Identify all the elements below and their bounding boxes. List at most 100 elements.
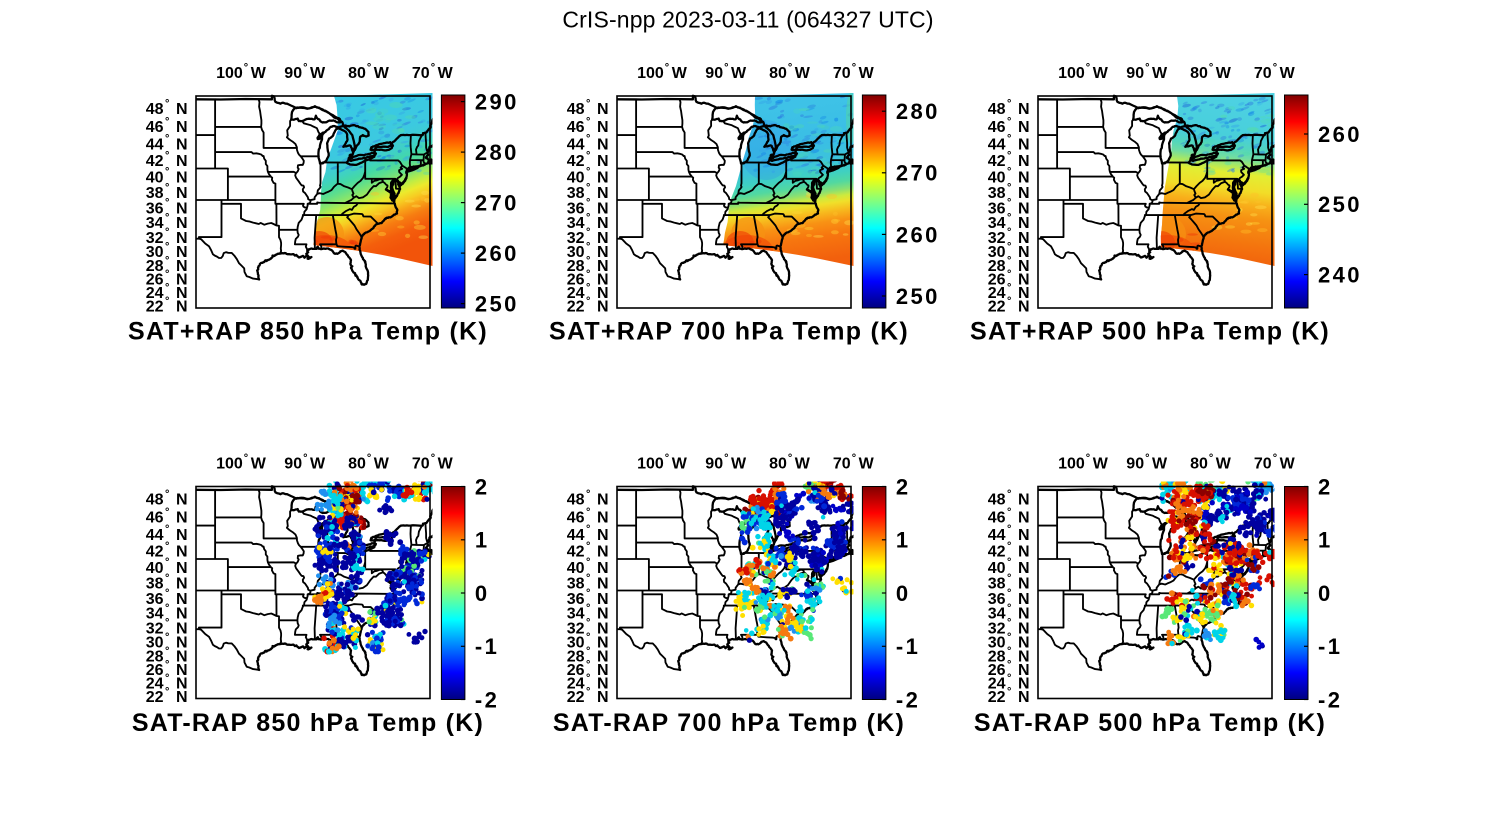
svg-text:°: ° xyxy=(165,133,169,145)
svg-text:W: W xyxy=(251,456,267,473)
svg-text:30: 30 xyxy=(988,244,1006,261)
svg-text:N: N xyxy=(1018,662,1030,679)
svg-text:26: 26 xyxy=(988,662,1006,679)
svg-text:100: 100 xyxy=(637,456,664,473)
svg-text:40: 40 xyxy=(567,169,585,186)
svg-text:°: ° xyxy=(586,269,590,281)
svg-text:-2: -2 xyxy=(896,687,920,712)
svg-text:80: 80 xyxy=(769,456,787,473)
svg-text:-1: -1 xyxy=(1318,634,1342,659)
svg-text:N: N xyxy=(176,244,188,261)
svg-text:N: N xyxy=(597,492,609,509)
svg-text:100: 100 xyxy=(1058,456,1085,473)
svg-text:40: 40 xyxy=(567,560,585,577)
svg-text:°: ° xyxy=(165,150,169,162)
svg-text:°: ° xyxy=(165,489,169,501)
svg-text:22: 22 xyxy=(988,299,1006,316)
svg-text:N: N xyxy=(597,510,609,527)
svg-text:°: ° xyxy=(303,62,307,74)
svg-text:°: ° xyxy=(165,588,169,600)
svg-text:°: ° xyxy=(1007,588,1011,600)
svg-text:270: 270 xyxy=(896,161,940,186)
svg-text:28: 28 xyxy=(146,258,164,275)
svg-text:24: 24 xyxy=(988,676,1006,693)
svg-text:N: N xyxy=(176,200,188,217)
svg-text:30: 30 xyxy=(146,244,164,261)
svg-text:N: N xyxy=(176,285,188,302)
svg-text:240: 240 xyxy=(1318,263,1362,288)
svg-text:°: ° xyxy=(244,452,248,464)
svg-text:°: ° xyxy=(303,452,307,464)
svg-text:°: ° xyxy=(1007,133,1011,145)
svg-text:°: ° xyxy=(1007,603,1011,615)
svg-text:36: 36 xyxy=(988,200,1006,217)
svg-text:48: 48 xyxy=(146,492,164,509)
svg-text:40: 40 xyxy=(146,169,164,186)
svg-text:1: 1 xyxy=(896,528,911,553)
svg-text:N: N xyxy=(597,544,609,561)
svg-text:°: ° xyxy=(431,452,435,464)
svg-text:SAT-RAP 850 hPa Temp (K): SAT-RAP 850 hPa Temp (K) xyxy=(132,709,484,737)
svg-text:90: 90 xyxy=(1126,65,1144,82)
svg-text:N: N xyxy=(176,215,188,232)
svg-text:42: 42 xyxy=(146,153,164,170)
svg-text:N: N xyxy=(176,649,188,666)
svg-text:N: N xyxy=(176,662,188,679)
svg-text:70: 70 xyxy=(833,65,851,82)
svg-text:N: N xyxy=(1018,185,1030,202)
svg-text:°: ° xyxy=(165,645,169,657)
svg-text:34: 34 xyxy=(567,215,585,232)
svg-text:90: 90 xyxy=(705,456,723,473)
svg-text:36: 36 xyxy=(146,591,164,608)
svg-text:260: 260 xyxy=(475,241,519,266)
svg-text:N: N xyxy=(1018,230,1030,247)
svg-text:42: 42 xyxy=(988,153,1006,170)
svg-text:26: 26 xyxy=(988,272,1006,289)
svg-text:N: N xyxy=(597,169,609,186)
svg-text:N: N xyxy=(1018,510,1030,527)
svg-text:28: 28 xyxy=(988,649,1006,666)
svg-text:N: N xyxy=(597,676,609,693)
svg-text:-2: -2 xyxy=(475,687,499,712)
svg-text:SAT-RAP 500 hPa Temp (K): SAT-RAP 500 hPa Temp (K) xyxy=(974,709,1326,737)
svg-text:N: N xyxy=(176,492,188,509)
svg-text:°: ° xyxy=(586,182,590,194)
svg-text:22: 22 xyxy=(146,299,164,316)
svg-text:2: 2 xyxy=(896,474,911,499)
svg-text:24: 24 xyxy=(146,285,164,302)
svg-text:°: ° xyxy=(1007,166,1011,178)
svg-text:N: N xyxy=(1018,101,1030,118)
svg-text:70: 70 xyxy=(412,456,430,473)
svg-text:N: N xyxy=(176,136,188,153)
svg-text:100: 100 xyxy=(216,456,243,473)
svg-text:°: ° xyxy=(788,62,792,74)
svg-text:34: 34 xyxy=(988,606,1006,623)
svg-text:34: 34 xyxy=(988,215,1006,232)
svg-text:46: 46 xyxy=(146,510,164,527)
svg-text:N: N xyxy=(597,620,609,637)
svg-text:70: 70 xyxy=(1254,65,1272,82)
svg-text:30: 30 xyxy=(146,635,164,652)
svg-text:°: ° xyxy=(367,452,371,464)
svg-text:°: ° xyxy=(586,212,590,224)
svg-text:W: W xyxy=(374,456,390,473)
svg-text:°: ° xyxy=(586,588,590,600)
svg-text:42: 42 xyxy=(567,544,585,561)
svg-text:N: N xyxy=(1018,244,1030,261)
svg-text:W: W xyxy=(374,65,390,82)
svg-text:N: N xyxy=(1018,591,1030,608)
svg-text:N: N xyxy=(1018,527,1030,544)
svg-text:°: ° xyxy=(244,62,248,74)
svg-text:°: ° xyxy=(165,182,169,194)
svg-text:N: N xyxy=(1018,285,1030,302)
svg-text:°: ° xyxy=(852,452,856,464)
svg-text:°: ° xyxy=(1007,150,1011,162)
svg-text:W: W xyxy=(672,456,688,473)
svg-text:°: ° xyxy=(1007,617,1011,629)
svg-text:90: 90 xyxy=(284,65,302,82)
svg-text:90: 90 xyxy=(284,456,302,473)
svg-text:N: N xyxy=(597,119,609,136)
svg-text:W: W xyxy=(438,65,454,82)
svg-text:N: N xyxy=(597,215,609,232)
svg-text:N: N xyxy=(176,258,188,275)
